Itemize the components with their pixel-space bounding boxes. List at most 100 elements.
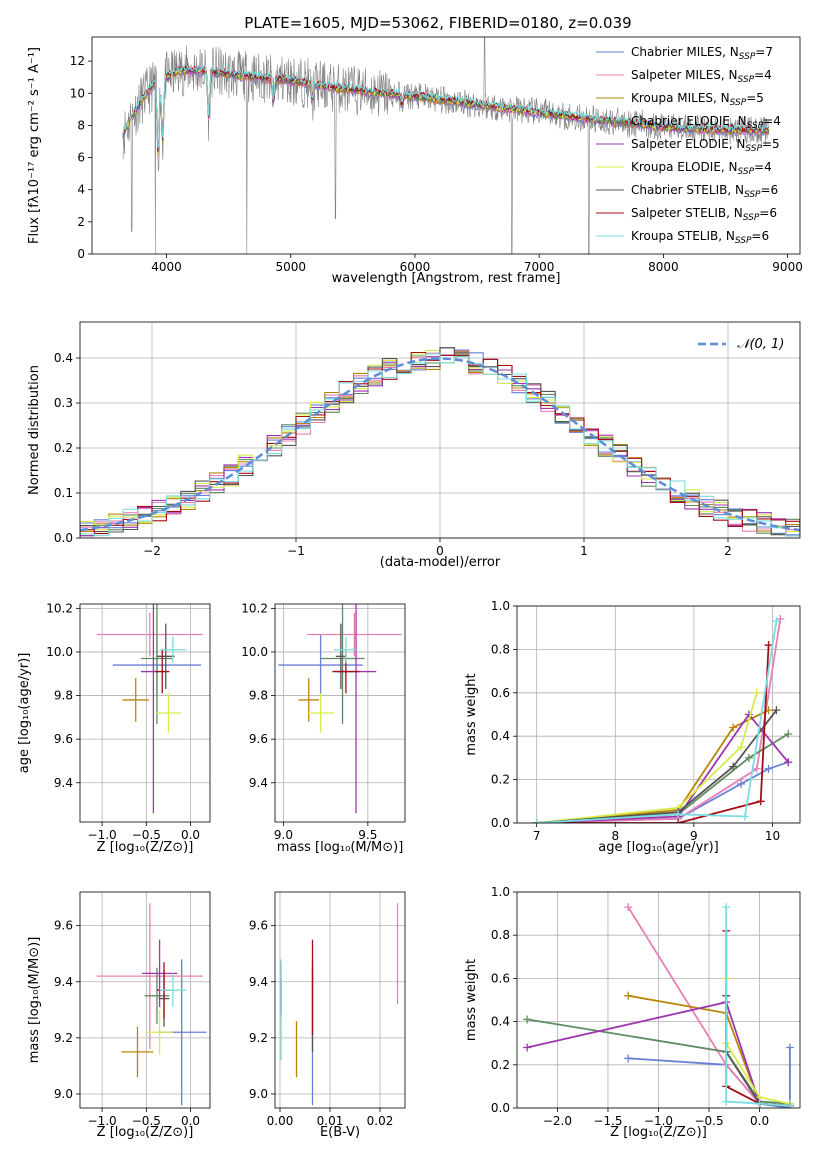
weight-marker-8 [722, 1097, 731, 1106]
x-axis-label: (data-model)/error [380, 555, 501, 570]
y-tick-label: 0.8 [491, 642, 510, 656]
legend-tail: =4 [754, 160, 772, 174]
model-line-8 [122, 64, 770, 148]
x-tick-label: −1.0 [88, 1114, 117, 1128]
legend-entry-7: Salpeter STELIB, NSSP=6 [631, 206, 777, 223]
weight-marker-5 [752, 688, 761, 697]
legend-label: Kroupa ELODIE, N [631, 160, 738, 174]
y-tick-label: 9.4 [54, 776, 73, 790]
errorbar-point-8 [159, 973, 187, 1008]
x-axis-label: age [log₁₀(age/yr)] [598, 840, 719, 855]
weight-marker-8 [772, 617, 781, 626]
age-vs-mass-frame [274, 603, 406, 823]
legend-tail: =5 [746, 91, 764, 105]
y-tick-label: 10.0 [46, 645, 73, 659]
age-vs-mass-grid [275, 604, 405, 822]
legend-sub: SSP [730, 98, 747, 108]
errorbar-point-1 [96, 612, 203, 657]
y-tick-label: 9.8 [54, 689, 73, 703]
legend-label: Kroupa STELIB, N [631, 229, 735, 243]
legend-tail: =4 [754, 68, 772, 82]
y-tick-label: 9.0 [249, 1087, 268, 1101]
x-axis-label: Z [log₁₀(Z/Z⊙)] [97, 1125, 194, 1140]
errorbar-point-1 [96, 903, 203, 1050]
errorbar-point-5 [156, 693, 181, 733]
legend-sub: SSP [743, 213, 760, 223]
weight-marker-8 [740, 812, 749, 821]
y-tick-label: 0.3 [54, 396, 73, 410]
spectrum-frame [91, 36, 801, 255]
weight-vs-Z-axes: −2.0 −1.5 −1.0 −0.5 0.0 0.0 0.2 0.4 0.6 0.8 1.0 Z [… [464, 885, 800, 1140]
y-tick-label: 0.0 [54, 531, 73, 545]
weight-marker-7 [756, 797, 765, 806]
errorbar-point-5 [307, 693, 335, 733]
x-tick-label: 8 [611, 829, 619, 843]
weight-marker-7 [674, 819, 683, 823]
x-tick-label: −0.5 [132, 1114, 161, 1128]
weight-vs-age-grid [517, 605, 800, 824]
legend-entry-normal: 𝒩(0, 1) [737, 337, 784, 352]
weight-vs-Z-plot-area [523, 903, 794, 1108]
weight-series-line-5 [536, 692, 758, 823]
x-tick-label: 9.0 [274, 828, 293, 842]
mass-vs-Z-frame [79, 891, 211, 1109]
y-tick-label: 9.6 [54, 919, 73, 933]
legend-label: Salpeter MILES, N [631, 68, 738, 82]
age-vs-mass-plot-area [278, 604, 402, 814]
legend-entry-2: Kroupa MILES, NSSP=5 [631, 91, 764, 108]
age-vs-mass-axes: 9.0 9.5 9.4 9.6 9.8 10.0 10.2 mass [log₁₀(M/M⊙)… [241, 601, 405, 855]
legend-entry-4: Salpeter ELODIE, NSSP=5 [631, 137, 780, 154]
weight-series-line-6 [725, 995, 790, 1107]
y-axis-label: mass [log₁₀(M/M⊙)] [27, 937, 42, 1064]
weight-vs-Z-frame [516, 891, 801, 1109]
figure-title: PLATE=1605, MJD=53062, FIBERID=0180, z=0… [244, 14, 631, 32]
y-axis-label: mass weight [464, 673, 479, 755]
weight-marker-3 [523, 1015, 532, 1024]
weight-marker-1 [624, 903, 633, 912]
y-tick-label: 0.6 [491, 971, 510, 985]
legend-entry-3: Chabrier ELODIE, NSSP=4 [631, 114, 781, 131]
y-tick-label: 0.2 [54, 441, 73, 455]
y-tick-label: 10.0 [241, 645, 268, 659]
errorbar-point-8 [334, 636, 358, 663]
x-tick-label: −2 [143, 544, 161, 558]
y-tick-label: 0 [77, 247, 85, 261]
errorbar-point-6 [335, 623, 346, 690]
y-tick-label: 9.4 [249, 975, 268, 989]
residuals-legend: 𝒩(0, 1) [698, 337, 784, 352]
y-tick-label: 0.4 [491, 1015, 510, 1029]
weight-series-line-1 [536, 618, 782, 823]
mass-vs-EBV-axes: 0.00 0.01 0.02 9.0 9.2 9.4 9.6 E(B-V) [249, 892, 405, 1140]
x-tick-label: 9 [690, 829, 698, 843]
x-tick-label: 2 [724, 544, 732, 558]
y-tick-label: 0.2 [491, 773, 510, 787]
x-tick-label: 1 [580, 544, 588, 558]
weight-series-line-7 [536, 645, 770, 823]
mass-vs-Z-axes: −1.0 −0.5 0.0 9.0 9.2 9.4 9.6 Z [log₁₀(Z/Z⊙)] ma… [27, 892, 210, 1140]
y-axis-label: age [log₁₀(age/yr)] [17, 653, 32, 774]
errorbar-point-5 [146, 1009, 173, 1055]
weight-series-line-2 [536, 709, 769, 823]
x-tick-label: 8000 [648, 260, 679, 274]
age-vs-Z-plot-area [96, 604, 203, 814]
weight-marker-0 [785, 1043, 794, 1052]
y-tick-label: 0.4 [491, 729, 510, 743]
weight-marker-3 [784, 730, 793, 739]
y-axis-label: mass weight [464, 959, 479, 1041]
weight-marker-2 [624, 991, 633, 1000]
mass-vs-EBV-plot-area [280, 903, 399, 1106]
legend-tail: =4 [763, 114, 781, 128]
weight-marker-4 [523, 1043, 532, 1052]
errorbar-point-8 [159, 636, 187, 663]
x-tick-label: 0.01 [317, 1114, 344, 1128]
mass-vs-EBV-grid [275, 892, 405, 1108]
weight-series-line-6 [536, 709, 778, 823]
spectrum-plot-area [122, 37, 770, 254]
x-axis-label: mass [log₁₀(M/M⊙)] [277, 840, 404, 855]
weight-marker-3 [744, 753, 753, 762]
x-tick-label: −1.5 [593, 1114, 622, 1128]
weight-marker-6 [772, 706, 781, 715]
legend-label: Salpeter ELODIE, N [631, 137, 745, 151]
y-axis-label: Flux [fλ10⁻¹⁷ erg cm⁻² s⁻¹ A⁻¹] [27, 47, 42, 244]
age-vs-Z-frame [79, 603, 211, 823]
